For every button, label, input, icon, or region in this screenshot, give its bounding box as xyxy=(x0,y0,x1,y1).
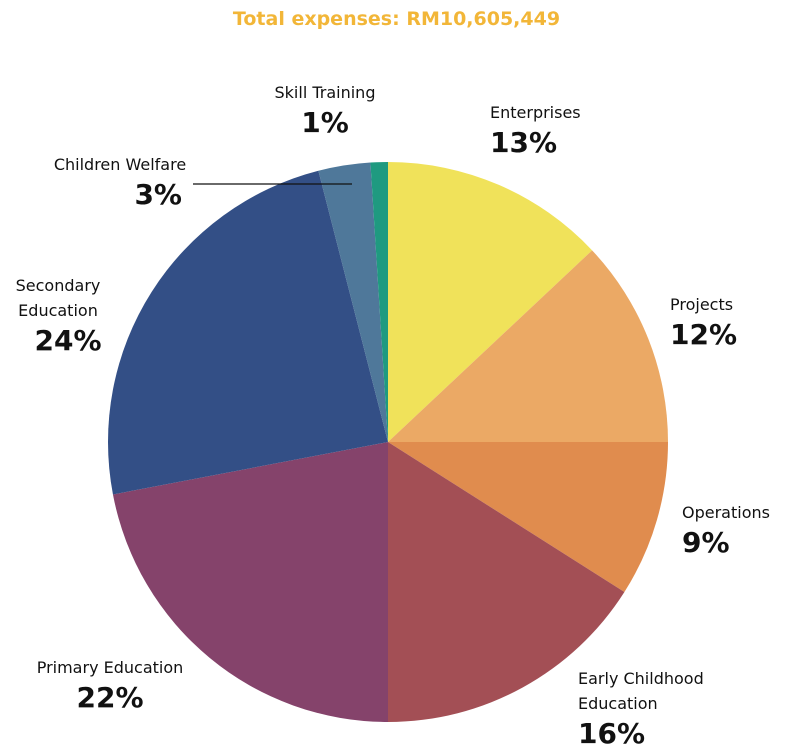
category-label: Skill Training xyxy=(274,83,376,102)
slice-label: Early Childhood Education 16% xyxy=(578,666,738,752)
slice-label: Enterprises 13% xyxy=(490,100,610,161)
pie-slice xyxy=(112,442,389,722)
category-label: Projects xyxy=(670,295,734,314)
slice-label: Secondary Education 24% xyxy=(8,273,128,359)
category-label: Secondary Education xyxy=(15,276,101,320)
pie-slice xyxy=(388,250,668,442)
category-label: Primary Education xyxy=(36,658,184,677)
value-label: 13% xyxy=(490,126,558,159)
pie xyxy=(108,162,668,722)
chart-title: Total expenses: RM10,605,449 xyxy=(232,8,561,30)
value-label: 22% xyxy=(76,681,144,714)
value-label: 1% xyxy=(301,106,349,139)
pie-slice xyxy=(108,170,389,495)
slice-label: Skill Training 1% xyxy=(255,80,395,141)
value-label: 12% xyxy=(670,318,738,351)
pie-slice xyxy=(370,162,388,442)
pie-slice xyxy=(318,162,388,442)
value-label: 9% xyxy=(682,526,730,559)
pie-slice xyxy=(388,162,593,442)
value-label: 16% xyxy=(578,717,646,750)
slice-label: Operations 9% xyxy=(682,500,792,561)
pie-slice xyxy=(388,442,625,722)
pie-slice xyxy=(388,442,668,593)
category-label: Early Childhood Education xyxy=(578,669,704,713)
category-label: Enterprises xyxy=(490,103,581,122)
slice-label: Primary Education 22% xyxy=(10,655,210,716)
value-label: 24% xyxy=(34,324,102,357)
value-label: 3% xyxy=(134,178,182,211)
slice-label: Projects 12% xyxy=(670,292,780,353)
category-label: Children Welfare xyxy=(53,155,187,174)
slice-label: Children Welfare 3% xyxy=(20,152,220,213)
category-label: Operations xyxy=(682,503,770,522)
